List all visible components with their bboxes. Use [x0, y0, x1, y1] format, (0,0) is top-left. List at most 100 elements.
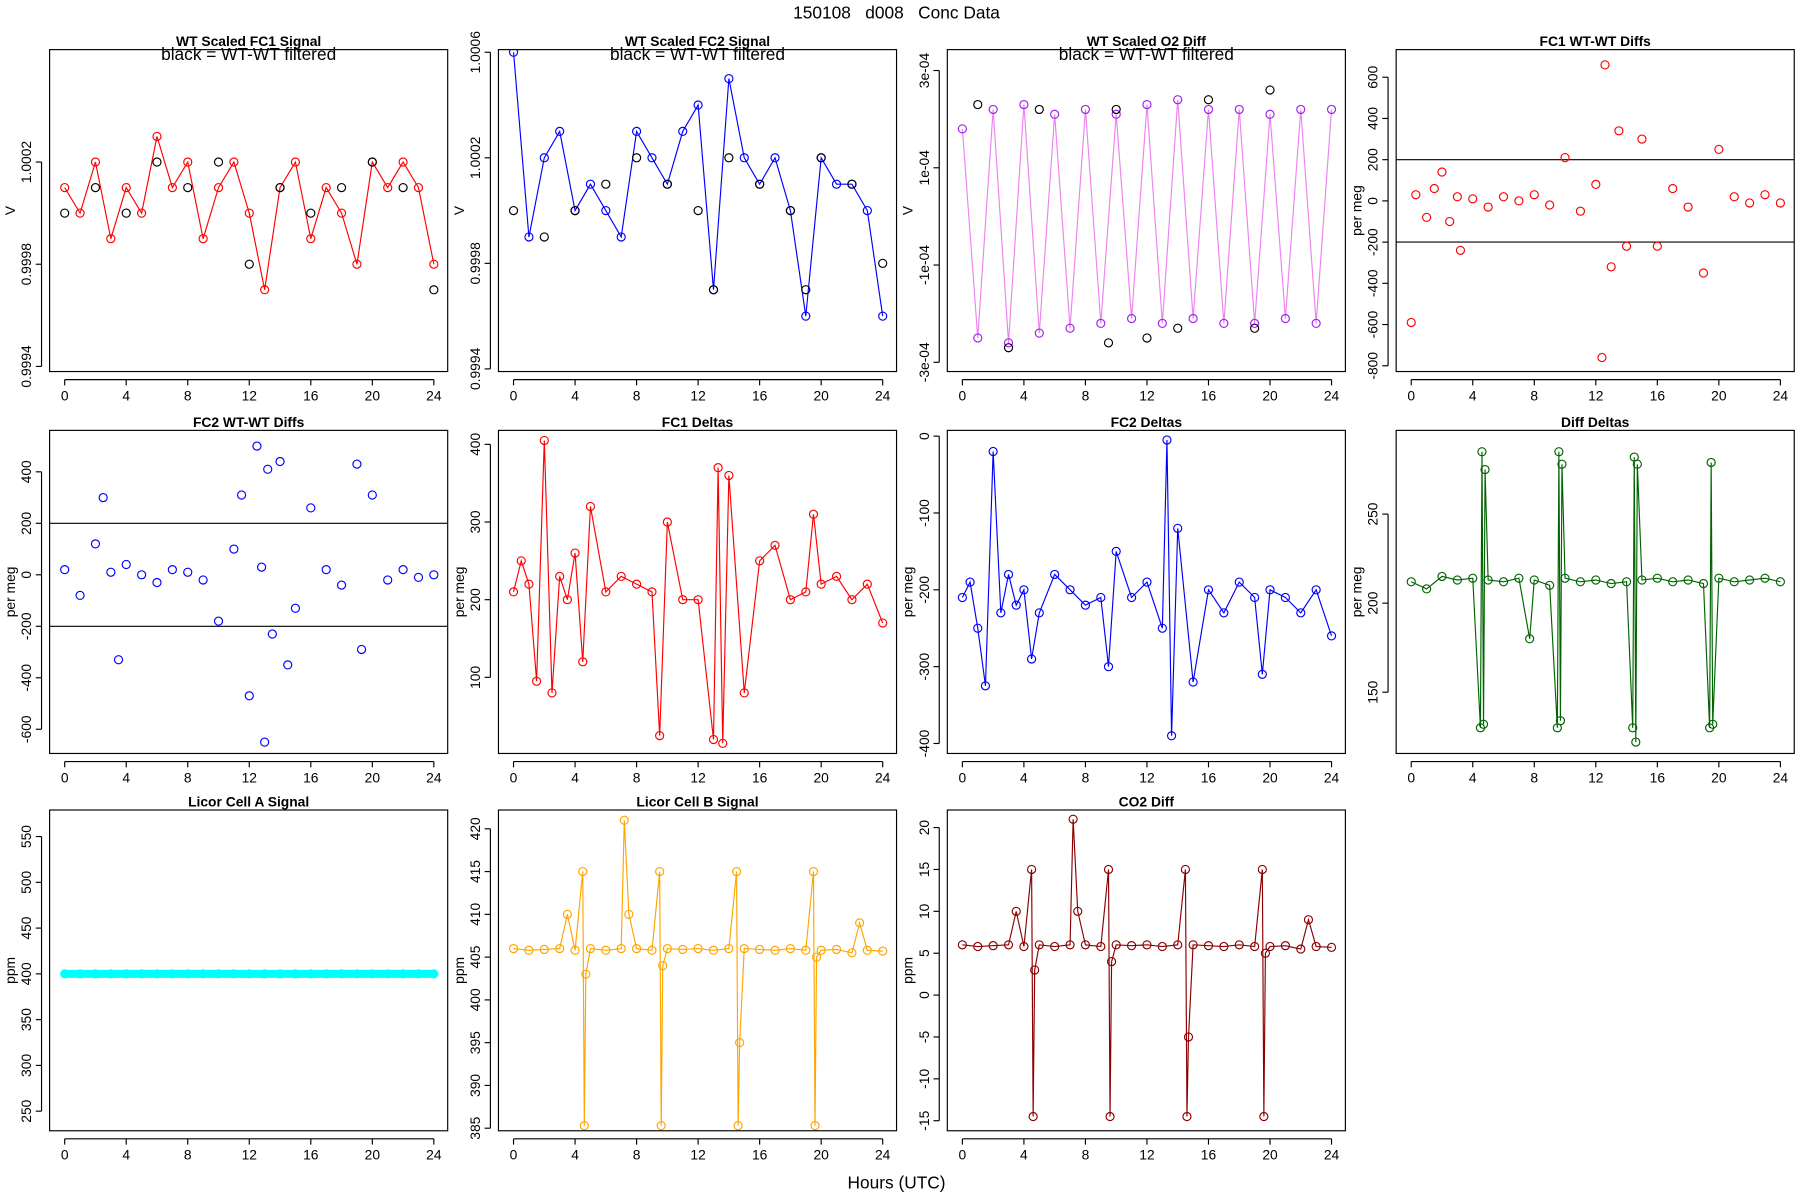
y-tick-label: 410 [467, 903, 483, 926]
plot-area [1406, 447, 1786, 747]
plot-frame [49, 809, 449, 1132]
data-point [1259, 1111, 1269, 1122]
data-point [631, 943, 642, 954]
data-point [1606, 578, 1616, 589]
data-point [1080, 940, 1091, 950]
data-point [1698, 268, 1709, 278]
data-point [678, 126, 688, 137]
x-tick-label: 12 [690, 387, 705, 403]
data-point [555, 126, 565, 137]
y-tick-label: 200 [1365, 148, 1381, 171]
x-tick-label: 24 [426, 387, 442, 403]
data-point [1065, 323, 1075, 333]
data-point [1591, 179, 1601, 190]
data-point [1183, 1032, 1194, 1042]
data-point [693, 205, 703, 216]
y-tick-label: 300 [18, 1054, 34, 1077]
y-tick-label: 450 [18, 916, 34, 939]
data-point [429, 570, 439, 580]
data-point [1280, 313, 1291, 324]
data-point [1760, 573, 1770, 583]
y-tick-label: 405 [467, 945, 483, 968]
data-point [647, 587, 657, 597]
data-point [1265, 109, 1275, 119]
data-point [708, 285, 719, 295]
data-point [1080, 104, 1091, 115]
data-point [1555, 716, 1566, 726]
data-point [336, 580, 347, 590]
data-point [708, 734, 719, 745]
data-point [75, 969, 85, 979]
data-point [1126, 941, 1137, 951]
x-tick-label: 0 [959, 387, 967, 403]
y-tick-label: 1.0006 [467, 31, 483, 74]
x-tick-label: 8 [1082, 769, 1090, 785]
x-axis-label: Hours (UTC) [848, 1172, 946, 1192]
data-point [306, 969, 316, 979]
data-point [1250, 318, 1260, 329]
data-point [1600, 60, 1610, 70]
x-tick-label: 4 [571, 387, 579, 403]
chart-title: CO2 Diff [1119, 794, 1175, 810]
data-point [1632, 459, 1642, 469]
data-point [656, 1121, 666, 1131]
x-tick-label: 16 [1650, 769, 1666, 785]
data-point [1203, 941, 1214, 951]
y-tick-label: 0.9998 [18, 243, 34, 286]
data-point [585, 179, 596, 189]
panel: 0 4 8 12 16 20 24 0.9994 0.9998 1.0002 V WT Scaled … [2, 33, 449, 403]
data-point [658, 961, 668, 971]
y-tick-label: -3e-04 [916, 342, 932, 382]
data-point [1280, 592, 1291, 603]
data-point [367, 157, 377, 167]
data-point [1296, 104, 1306, 115]
data-point [1111, 940, 1121, 950]
panel: 0 4 8 12 16 20 24 -3e-04 -1e-04 1e-04 3e-04 V WT Sca… [900, 33, 1346, 403]
data-point [275, 969, 285, 979]
chart-title: Licor Cell A Signal [188, 794, 309, 810]
data-point [631, 153, 642, 163]
data-point [785, 943, 796, 954]
data-point [1026, 864, 1037, 875]
data-point [1250, 323, 1260, 333]
data-point [198, 234, 208, 244]
data-point [735, 1038, 745, 1048]
plot-area [957, 814, 1337, 1122]
x-tick-label: 12 [1139, 769, 1154, 785]
data-point [429, 259, 439, 269]
x-tick-label: 16 [303, 1147, 319, 1163]
plot-area [957, 85, 1337, 353]
data-point [1326, 104, 1337, 115]
data-point [1560, 152, 1570, 163]
data-point [1050, 569, 1060, 580]
data-point [1303, 915, 1314, 925]
data-point [260, 285, 270, 295]
chart-title: FC1 WT-WT Diffs [1540, 33, 1652, 49]
panel: 0 4 8 12 16 20 24 -600 -400 -200 0 200 400 per meg FC2… [2, 414, 449, 785]
data-point [1437, 167, 1447, 177]
panel: 0 4 8 12 16 20 24 0.9994 0.9998 1.0002 1.0006 V WT S… [451, 31, 898, 403]
data-point [398, 565, 408, 575]
data-point [996, 608, 1006, 618]
x-tick-label: 8 [1530, 387, 1538, 403]
data-point [547, 688, 557, 698]
data-point [121, 208, 131, 218]
y-axis-label: ppm [2, 957, 18, 984]
data-point [1452, 192, 1462, 202]
data-point [1326, 631, 1337, 641]
data-point [1406, 577, 1416, 587]
data-point [1729, 192, 1739, 202]
plot-area [508, 435, 888, 748]
data-point [1126, 313, 1137, 324]
data-point [1065, 940, 1075, 950]
x-tick-label: 4 [1469, 769, 1477, 785]
x-tick-label: 4 [122, 387, 130, 403]
data-point [539, 232, 549, 242]
x-tick-label: 20 [813, 387, 829, 403]
panel: 0 4 8 12 16 20 24 385 390 395 400 405 410 415 420 ppm Li… [451, 794, 898, 1163]
panel: 0 4 8 12 16 20 24 -400 -300 -200 -100 0 per meg FC2 D… [900, 414, 1346, 785]
data-point [1637, 134, 1647, 144]
data-point [678, 944, 688, 955]
x-tick-label: 12 [690, 769, 705, 785]
data-point [1157, 941, 1167, 952]
